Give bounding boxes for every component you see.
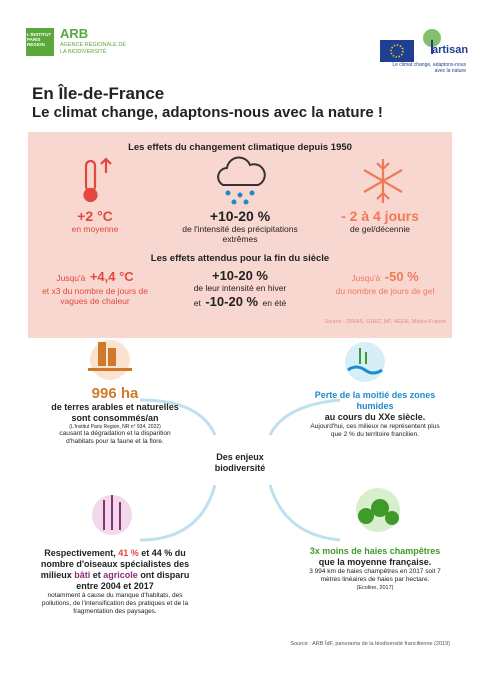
buildings [88,342,132,371]
suffix: en été [262,298,287,308]
highlight: agricole [103,570,138,580]
detail: notamment à cause du manque d'habitats, … [41,592,189,615]
highlight: bâti [74,570,91,580]
text: de l'intensité des précipitations extrêm… [182,224,298,244]
text: du nombre de jours de gel [335,286,435,296]
text: et x3 du nombre de jours de vagues de ch… [42,286,148,306]
value: +2 °C [77,208,113,224]
artisan-tree [423,29,441,54]
value: +4,4 °C [89,269,134,284]
and: et [92,570,101,580]
value: +10-20 % [209,208,271,224]
prefix: Jusqu'à [56,273,86,283]
rain-icon [217,156,266,205]
text: en moyenne [71,224,119,234]
center-label: Des enjeux biodiversité [214,452,266,473]
logo-square [26,28,54,56]
value: 41 % [118,548,139,558]
thermometer-icon [83,157,112,203]
birds-block: Respectivement, 41 % et 44 % du nombre d… [40,548,190,616]
arb-logo [26,28,54,56]
text: de leur intensité en hiver [193,283,287,293]
artisan-label: artisan [432,44,469,56]
wetland-block: Perte de la moitié des zones humides au … [310,390,440,439]
land-block: 996 ha de terres arables et naturelles s… [50,385,180,446]
text: au cours du XXe siècle. [324,412,426,422]
detail: causant la dégradation et la disparition… [59,430,171,445]
subtitle: Le climat change, adaptons-nous avec la … [32,104,383,121]
prefix: Jusqu'à [351,273,381,283]
eu-flag [380,40,414,62]
arb-label: ARB [60,26,89,41]
connector-curves [139,398,341,542]
value: 996 ha [91,385,139,402]
highlight: 3x moins de haies champêtres [309,546,441,556]
heading-century: Les effets attendus pour la fin du siècl… [150,253,330,264]
intro: Respectivement, [44,548,116,558]
value: - 2 à 4 jours [341,208,419,224]
detail: 3 994 km de haies champêtres en 2017 soi… [309,568,441,583]
biodiversity-graphics [88,340,400,542]
biodiversity-source: Source : ARB ÎdF, panorama de la biodive… [290,641,450,647]
item-frost: - 2 à 4 jours de gel/décennie [320,208,440,234]
text: que la moyenne française. [318,557,432,567]
text: de gel/décennie [349,224,411,234]
text: de terres arables et naturelles sont con… [51,402,179,423]
hedges-block: 3x moins de haies champêtres que la moye… [300,546,450,592]
artisan-tagline: Le climat change, adaptons-nous avec la … [392,62,466,74]
ref: (L'Institut Paris Region, NR n° 934, 202… [69,424,161,430]
item-temp-2100: Jusqu'à +4,4 °C et x3 du nombre de jours… [40,268,150,306]
item-rain-2100: +10-20 % de leur intensité en hiver et -… [170,268,310,311]
title: En Île-de-France [32,84,165,103]
heading-1950: Les effets du changement climatique depu… [128,142,352,153]
climate-icons [83,156,403,205]
value: -50 % [384,269,419,284]
highlight: Perte de la moitié des zones humides [314,390,436,411]
value: +10-20 % [211,268,268,283]
ref: (Ecoline, 2017) [356,585,394,591]
snowflake-icon [363,159,403,203]
institut-label: L'INSTITUT PARIS REGION [27,32,52,47]
item-rain: +10-20 % de l'intensité des précipitatio… [180,208,300,244]
value: -10-20 % [205,294,259,309]
detail: Aujourd'hui, ces milieux ne représentent… [310,423,440,438]
climate-source: Source : DRIAS, GREC ÎdF, AEEN, Météo-Fr… [324,319,446,325]
arb-full: AGENCE RÉGIONALE DE LA BIODIVERSITÉ [60,42,127,55]
end: ont disparu entre 2004 et 2017 [76,570,190,591]
prefix: et [193,298,201,308]
item-frost-2100: Jusqu'à -50 % du nombre de jours de gel [330,268,440,296]
item-temp: +2 °C en moyenne [40,208,150,234]
mid: et 44 % du nombre d'oiseaux spécialistes… [40,548,190,580]
